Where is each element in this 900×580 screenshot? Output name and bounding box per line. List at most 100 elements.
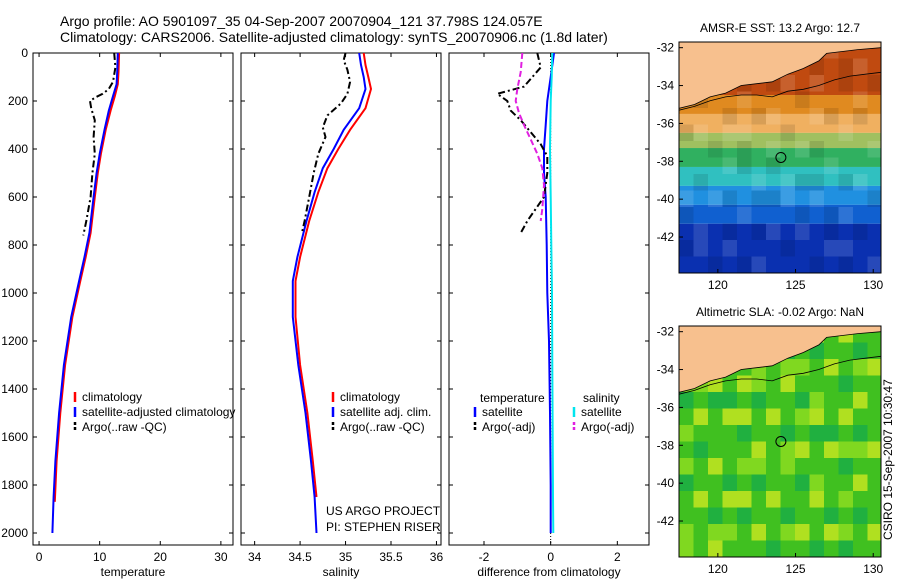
sla-texture bbox=[722, 408, 737, 425]
sla-texture bbox=[780, 375, 795, 392]
y-tick-label: 800 bbox=[8, 238, 28, 252]
sst-texture bbox=[795, 174, 810, 191]
sla-texture bbox=[708, 507, 723, 524]
x-tick-label: 125 bbox=[786, 562, 806, 576]
sla-texture bbox=[737, 375, 752, 392]
x-tick-label: 30 bbox=[214, 550, 228, 564]
sst-texture bbox=[780, 190, 795, 207]
sst-texture bbox=[780, 75, 795, 92]
series-line-satellite-adjusted-climatology bbox=[51, 53, 119, 534]
x-tick-label: -2 bbox=[479, 550, 490, 564]
sst-texture bbox=[838, 240, 853, 257]
series-line-argo-raw-qc- bbox=[82, 53, 117, 236]
sla-texture bbox=[679, 524, 694, 541]
map-frame bbox=[678, 41, 882, 274]
sla-texture bbox=[838, 491, 853, 508]
sla-texture bbox=[722, 474, 737, 491]
sla-texture bbox=[708, 458, 723, 475]
sst-texture bbox=[780, 240, 795, 257]
sst-texture bbox=[737, 124, 752, 141]
sst-texture bbox=[679, 124, 694, 141]
x-tick-label: 120 bbox=[708, 562, 728, 576]
sst-texture bbox=[867, 141, 881, 158]
x-tick-label: 0 bbox=[547, 550, 554, 564]
sla-texture bbox=[780, 441, 795, 458]
sla-texture bbox=[824, 441, 839, 458]
x-tick-label: 0 bbox=[36, 550, 43, 564]
sst-texture bbox=[824, 240, 839, 257]
sla-texture bbox=[795, 441, 810, 458]
legend-label: Argo(..raw -QC) bbox=[82, 420, 167, 434]
x-tick-label: 2 bbox=[614, 550, 621, 564]
sla-texture bbox=[809, 474, 824, 491]
series-line-climatology bbox=[294, 53, 373, 498]
series-line-argo-raw-qc- bbox=[300, 53, 352, 234]
sla-texture bbox=[795, 392, 810, 409]
map-title: Altimetric SLA: -0.02 Argo: NaN bbox=[696, 305, 864, 319]
coastline bbox=[679, 47, 881, 109]
sst-texture bbox=[751, 223, 766, 240]
x-axis-label: salinity bbox=[323, 565, 360, 579]
sla-texture bbox=[679, 425, 694, 442]
sst-texture bbox=[737, 256, 752, 273]
sst-band bbox=[679, 113, 881, 133]
sla-texture bbox=[751, 474, 766, 491]
sst-texture bbox=[795, 91, 810, 108]
profile-panel-2: 34 34.5 35 35.5 36 salinity climatologysatelli… bbox=[240, 52, 444, 579]
sla-texture bbox=[737, 408, 752, 425]
sla-texture bbox=[853, 359, 868, 376]
sla-texture bbox=[809, 425, 824, 442]
sst-texture bbox=[838, 256, 853, 273]
sst-texture bbox=[780, 174, 795, 191]
sla-texture bbox=[795, 408, 810, 425]
sla-texture bbox=[751, 524, 766, 541]
sst-texture bbox=[722, 108, 737, 125]
sst-texture bbox=[809, 75, 824, 92]
sst-texture bbox=[766, 223, 781, 240]
sst-texture bbox=[737, 141, 752, 158]
sla-texture bbox=[809, 540, 824, 557]
sst-band bbox=[679, 185, 881, 205]
x-axis-label: temperature bbox=[101, 565, 166, 579]
sla-texture bbox=[853, 474, 868, 491]
sst-band bbox=[679, 132, 881, 149]
sst-texture bbox=[809, 174, 824, 191]
sla-texture bbox=[824, 524, 839, 541]
y-tick-label: 200 bbox=[8, 94, 28, 108]
sla-texture bbox=[824, 359, 839, 376]
x-axis-label: difference from climatology bbox=[477, 565, 620, 579]
sla-texture bbox=[795, 359, 810, 376]
map-panel-2: -32 -34 -36 -38 -40 -42 120 125 130 Altimetric SL… bbox=[657, 305, 884, 576]
sla-texture bbox=[693, 491, 708, 508]
sst-texture bbox=[708, 141, 723, 158]
sst-texture bbox=[737, 91, 752, 108]
sla-texture bbox=[809, 408, 824, 425]
sla-texture bbox=[708, 540, 723, 557]
sst-texture bbox=[679, 190, 694, 207]
legend-label: satellite-adjusted climatology bbox=[82, 405, 235, 419]
legend-label: Argo(-adj) bbox=[581, 420, 634, 434]
y-tick-label: -38 bbox=[657, 154, 675, 168]
sst-texture bbox=[809, 190, 824, 207]
argo-float-marker bbox=[775, 151, 787, 163]
series-group bbox=[291, 53, 373, 534]
sst-texture bbox=[679, 207, 694, 224]
sst-texture bbox=[824, 207, 839, 224]
x-tick-label: 120 bbox=[708, 278, 728, 292]
sst-texture bbox=[838, 174, 853, 191]
y-tick-label: -42 bbox=[657, 230, 675, 244]
sla-texture bbox=[708, 392, 723, 409]
series-line-argo-adj- bbox=[514, 53, 546, 222]
sst-band bbox=[679, 148, 881, 167]
sla-texture bbox=[838, 524, 853, 541]
x-tick-label: 130 bbox=[863, 278, 883, 292]
legend-label: Argo(..raw -QC) bbox=[340, 420, 425, 434]
sst-texture bbox=[722, 223, 737, 240]
sst-texture bbox=[795, 223, 810, 240]
land-area bbox=[679, 42, 881, 109]
sst-texture bbox=[809, 108, 824, 125]
x-tick-label: 36 bbox=[430, 550, 444, 564]
sst-texture bbox=[780, 124, 795, 141]
sla-texture bbox=[853, 507, 868, 524]
